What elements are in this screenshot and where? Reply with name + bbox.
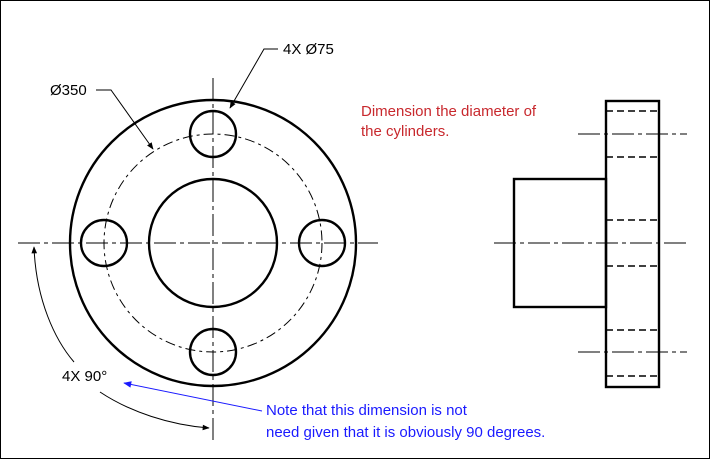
hub-side-outline bbox=[512, 177, 608, 309]
bolt-circle-diameter-label: Ø350 bbox=[50, 82, 87, 99]
angle-arc-upper bbox=[31, 246, 75, 363]
angle-arc-lower bbox=[99, 391, 210, 431]
note-text-line2: need given that it is obviously 90 degre… bbox=[266, 424, 545, 441]
hole-leader-line bbox=[229, 48, 278, 109]
flange-side-outline bbox=[604, 99, 661, 389]
note-arrow bbox=[123, 381, 263, 412]
angle-callout-label: 4X 90° bbox=[62, 368, 107, 385]
hole-callout-label: 4X Ø75 bbox=[283, 41, 334, 58]
front-view bbox=[18, 78, 378, 440]
instruction-text-line2: the cylinders. bbox=[361, 123, 449, 140]
angle-dimension bbox=[31, 246, 210, 431]
note-text-line1: Note that this dimension is not bbox=[266, 402, 468, 419]
instruction-text-line1: Dimension the diameter of bbox=[361, 103, 537, 120]
bolt-circle-leader-line bbox=[96, 89, 154, 150]
side-view bbox=[494, 99, 690, 389]
hole-diameter-leader bbox=[229, 48, 278, 109]
bolt-circle-leader bbox=[96, 89, 154, 150]
